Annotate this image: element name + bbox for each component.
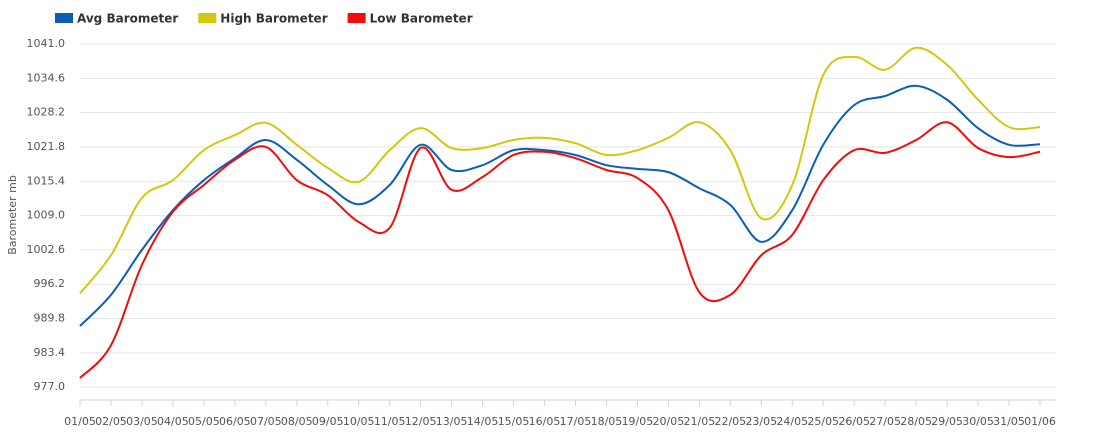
x-tick-label: 01/05 bbox=[64, 415, 96, 428]
legend-swatch bbox=[55, 13, 73, 23]
x-tick-label: 10/05 bbox=[343, 415, 375, 428]
x-tick-label: 28/05 bbox=[900, 415, 932, 428]
x-tick-label: 23/05 bbox=[745, 415, 777, 428]
x-tick-label: 21/05 bbox=[684, 415, 716, 428]
x-tick-label: 20/05 bbox=[653, 415, 685, 428]
series-line bbox=[79, 84, 1041, 327]
x-tick-label: 07/05 bbox=[250, 415, 282, 428]
series-line bbox=[79, 46, 1041, 294]
x-tick-label: 17/05 bbox=[560, 415, 592, 428]
x-tick-label: 25/05 bbox=[807, 415, 839, 428]
x-tick-label: 26/05 bbox=[838, 415, 870, 428]
legend-label: Avg Barometer bbox=[77, 12, 178, 26]
x-tick-label: 09/05 bbox=[312, 415, 344, 428]
x-tick-label: 06/05 bbox=[219, 415, 251, 428]
y-tick-label: 1009.0 bbox=[27, 209, 66, 222]
y-tick-label: 1015.4 bbox=[27, 174, 66, 187]
x-tick-label: 11/05 bbox=[374, 415, 406, 428]
legend-label: Low Barometer bbox=[370, 12, 473, 26]
x-tick-label: 19/05 bbox=[622, 415, 654, 428]
x-tick-label: 31/05 bbox=[993, 415, 1025, 428]
x-tick-label: 03/05 bbox=[126, 415, 158, 428]
y-tick-label: 977.0 bbox=[34, 380, 66, 393]
y-tick-label: 989.8 bbox=[34, 312, 66, 325]
x-tick-label: 14/05 bbox=[467, 415, 499, 428]
x-tick-label: 08/05 bbox=[281, 415, 313, 428]
x-tick-label: 27/05 bbox=[869, 415, 901, 428]
x-tick-label: 15/05 bbox=[498, 415, 530, 428]
x-tick-label: 02/05 bbox=[95, 415, 127, 428]
y-tick-label: 996.2 bbox=[34, 277, 66, 290]
y-tick-label: 1002.6 bbox=[27, 243, 66, 256]
legend-swatch bbox=[347, 13, 366, 23]
x-tick-label: 01/06 bbox=[1024, 415, 1056, 428]
x-tick-label: 16/05 bbox=[529, 415, 561, 428]
x-tick-label: 05/05 bbox=[188, 415, 220, 428]
legend-label: High Barometer bbox=[220, 12, 327, 26]
y-tick-label: 1034.6 bbox=[27, 71, 66, 84]
y-axis-label: Barometer mb bbox=[6, 175, 19, 255]
x-tick-label: 22/05 bbox=[714, 415, 746, 428]
x-tick-label: 24/05 bbox=[776, 415, 808, 428]
legend: Avg Barometer High Barometer Low Barometer bbox=[55, 12, 473, 26]
y-tick-label: 983.4 bbox=[34, 346, 66, 359]
x-tick-label: 13/05 bbox=[436, 415, 468, 428]
y-tick-label: 1021.8 bbox=[27, 140, 66, 153]
y-tick-label: 1041.0 bbox=[27, 37, 66, 50]
series-line bbox=[79, 121, 1041, 379]
x-tick-label: 04/05 bbox=[157, 415, 189, 428]
x-tick-label: 29/05 bbox=[931, 415, 963, 428]
y-tick-label: 1028.2 bbox=[27, 106, 66, 119]
legend-swatch bbox=[198, 13, 217, 23]
x-tick-label: 18/05 bbox=[591, 415, 623, 428]
x-tick-label: 30/05 bbox=[962, 415, 994, 428]
x-tick-label: 12/05 bbox=[405, 415, 437, 428]
